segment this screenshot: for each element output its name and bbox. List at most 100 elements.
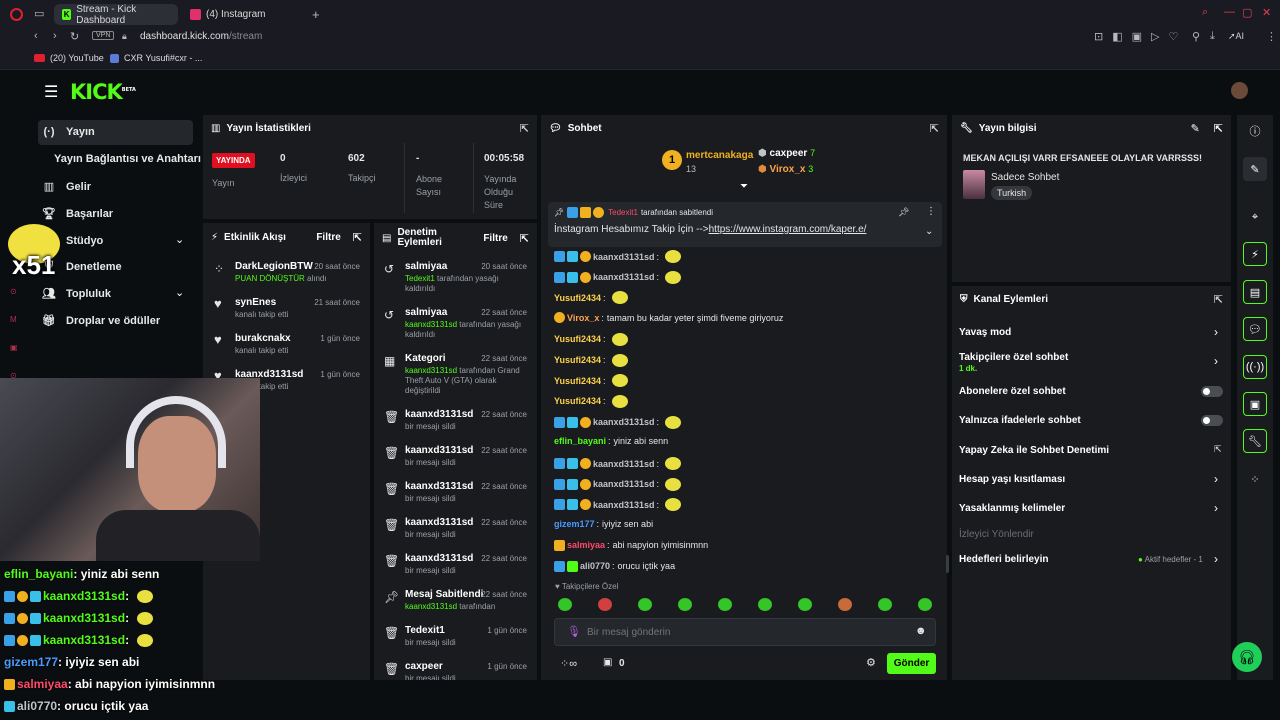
emote-icon[interactable] [918, 598, 932, 611]
chat-message[interactable]: kaanxd3131sd: [554, 477, 682, 491]
sidebar-item-yayin[interactable]: (·) Yayın [42, 126, 95, 138]
banned-words-item[interactable]: Yasaklanmış kelimeler [959, 503, 1066, 514]
chat-message-input[interactable] [587, 624, 887, 640]
moderation-row[interactable]: ↺ salmiyaa 22 saat önce kaanxd3131sd tarafı… [374, 303, 537, 349]
moderation-row[interactable]: 🗑︎ kaanxd3131sd 22 saat önce bir mesajı sil… [374, 513, 537, 549]
popout-icon[interactable]: ⇱ [519, 122, 529, 135]
chat-username[interactable]: kaanxd3131sd [593, 499, 655, 510]
chat-message[interactable]: salmiyaa: abi napyion iyimisinmnn [554, 539, 708, 551]
chevron-down-icon[interactable]: ⌄ [925, 226, 934, 237]
chat-username[interactable]: kaanxd3131sd [593, 272, 655, 283]
info-icon[interactable]: ⓘ [1249, 126, 1261, 138]
activity-row[interactable]: ♥ burakcnakx 1 gün önce kanalı takip ett… [203, 329, 370, 363]
notes-icon[interactable]: ▤ [1243, 280, 1267, 304]
chat-username[interactable]: Yusufi2434 [554, 375, 602, 386]
download-icon[interactable]: ⤓ [1210, 30, 1215, 42]
chat-message[interactable]: kaanxd3131sd: [554, 270, 682, 284]
chevron-right-icon[interactable]: › [1214, 354, 1218, 368]
goals-item[interactable]: Hedefleri belirleyin [959, 554, 1049, 565]
chat-rail-icon[interactable]: 💬︎ [1243, 317, 1267, 341]
chat-username[interactable]: ali0770 [580, 561, 611, 571]
chevron-right-icon[interactable]: › [1214, 552, 1218, 566]
send-button[interactable]: Gönder [887, 653, 936, 674]
minimize-icon[interactable]: — [1224, 6, 1235, 18]
chat-message[interactable]: ali0770: orucu içtik yaa [554, 560, 675, 572]
sidebar-item-topluluk[interactable]: 👥︎ Topluluk [42, 287, 111, 301]
chevron-right-icon[interactable]: › [1214, 472, 1218, 486]
emote-icon[interactable] [798, 598, 812, 611]
moderation-row[interactable]: 🗑︎ kaanxd3131sd 22 saat önce bir mesajı sil… [374, 477, 537, 513]
emote-icon[interactable] [678, 598, 692, 611]
support-button[interactable]: 🎧︎ [1232, 642, 1262, 672]
subs-chat-item[interactable]: Abonelere özel sohbet [959, 386, 1066, 397]
quick-actions-icon[interactable]: ⚡︎ [1243, 242, 1267, 266]
emote-icon[interactable] [638, 598, 652, 611]
pin-toggle-icon[interactable]: 📌︎ [898, 207, 910, 217]
chat-message[interactable]: gizem177: iyiyiz sen abi [554, 519, 653, 529]
chat-username[interactable]: kaanxd3131sd [593, 417, 655, 428]
user-avatar[interactable] [1231, 82, 1248, 99]
tab-menu-icon[interactable]: ▭ [34, 8, 45, 20]
leaderboard-second[interactable]: ⬢ caxpeer 7 [758, 148, 815, 159]
popout-icon[interactable]: ⇱ [929, 122, 939, 135]
chat-message[interactable]: kaanxd3131sd: [554, 250, 682, 263]
chat-username[interactable]: Yusufi2434 [554, 396, 602, 407]
filter-button[interactable]: Filtre [483, 232, 508, 244]
reload-icon[interactable]: ↻ [70, 31, 80, 43]
sidebar-item-gelir[interactable]: ▥ Gelir [42, 180, 91, 194]
chat-scrollbar[interactable] [946, 555, 949, 573]
tab-instagram[interactable]: (4) Instagram [182, 4, 302, 25]
chat-message[interactable]: Virox_x: tamam bu kadar yeter şimdi fivem… [554, 312, 783, 324]
followers-chat-item[interactable]: Takipçilere özel sohbet [959, 352, 1069, 363]
new-tab-button[interactable]: + [312, 7, 320, 22]
chevron-down-icon[interactable]: ⌄ [175, 234, 185, 246]
emoji-picker-icon[interactable]: ☻ [915, 625, 927, 637]
moderation-row[interactable]: 🗑︎ kaanxd3131sd 22 saat önce bir mesajı sil… [374, 441, 537, 477]
chevron-right-icon[interactable]: › [1214, 325, 1218, 339]
edit-icon[interactable]: ✎ [1190, 122, 1200, 135]
emote-icon[interactable] [558, 598, 572, 611]
category-name[interactable]: Sadece Sohbet [991, 172, 1060, 183]
close-window-icon[interactable]: ✕ [1262, 7, 1272, 19]
tab-kick-dashboard[interactable]: K Stream - Kick Dashboard [54, 4, 178, 26]
moderation-row[interactable]: 🗑︎ kaanxd3131sd 22 saat önce bir mesajı sil… [374, 405, 537, 441]
chat-username[interactable]: Yusufi2434 [554, 334, 602, 345]
more-menu-icon[interactable]: ⋮ [1266, 31, 1277, 43]
moderation-row[interactable]: 🗑︎ Tedexit1 1 gün önce bir mesajı sildi [374, 621, 537, 657]
external-link-icon[interactable]: ⇱ [1214, 444, 1222, 454]
collapse-leaderboard-icon[interactable]: ⏷ [740, 181, 748, 192]
points-rail-icon[interactable]: ⁘ [1250, 473, 1260, 486]
profile-icon[interactable]: ⚲ [1192, 31, 1201, 43]
opera-logo-icon[interactable] [10, 8, 23, 21]
chat-username[interactable]: Yusufi2434 [554, 292, 602, 303]
ai-moderation-item[interactable]: Yapay Zeka ile Sohbet Denetimi [959, 445, 1110, 456]
mod-tools-icon[interactable]: ▣ [1243, 392, 1267, 416]
chat-message[interactable]: eflin_bayani: yiniz abi senn [554, 436, 668, 446]
pinned-message[interactable]: 📌︎ Tedexit1 tarafından sabitlendi İnstag… [548, 202, 942, 247]
chevron-right-icon[interactable]: › [1214, 501, 1218, 515]
channel-points-icon[interactable]: ⁘∞ [560, 658, 578, 670]
moderation-row[interactable]: 🗑︎ caxpeer 1 gün önce bir mesajı sildi [374, 657, 537, 680]
emote-icon[interactable] [598, 598, 612, 611]
chat-message[interactable]: Yusufi2434: [554, 291, 628, 305]
maximize-icon[interactable]: ▢ [1242, 7, 1253, 19]
edit-rail-icon[interactable]: ✎ [1243, 157, 1267, 181]
microphone-icon[interactable]: 🎙︎ [567, 626, 581, 638]
chat-message[interactable]: kaanxd3131sd: [554, 415, 682, 429]
chat-settings-icon[interactable]: ⚙ [866, 657, 876, 669]
chat-username[interactable]: kaanxd3131sd [593, 479, 655, 490]
activity-row[interactable]: ♥ synEnes 21 saat önce kanalı takip etti [203, 293, 370, 327]
slow-mode-item[interactable]: Yavaş mod [959, 327, 1012, 338]
emote-icon[interactable] [838, 598, 852, 611]
kick-logo[interactable]: KICKBETA [70, 80, 136, 104]
chevron-down-icon[interactable]: ⌄ [175, 287, 185, 299]
hamburger-menu-icon[interactable]: ☰ [44, 84, 59, 101]
chat-message[interactable]: kaanxd3131sd: [554, 457, 682, 470]
bookmark-youtube[interactable]: (20) YouTube [34, 53, 104, 63]
broadcast-icon[interactable]: ((·)) [1243, 355, 1267, 379]
emotes-chat-item[interactable]: Yalnızca ifadelerle sohbet [959, 415, 1081, 426]
moderation-row[interactable]: 📌︎ Mesaj Sabitlendi 22 saat önce kaanxd3131… [374, 585, 537, 621]
pinned-link[interactable]: https://www.instagram.com/kaper.e/ [708, 224, 867, 235]
chat-message[interactable]: Yusufi2434: [554, 374, 628, 388]
chat-username[interactable]: salmiyaa [567, 540, 606, 551]
